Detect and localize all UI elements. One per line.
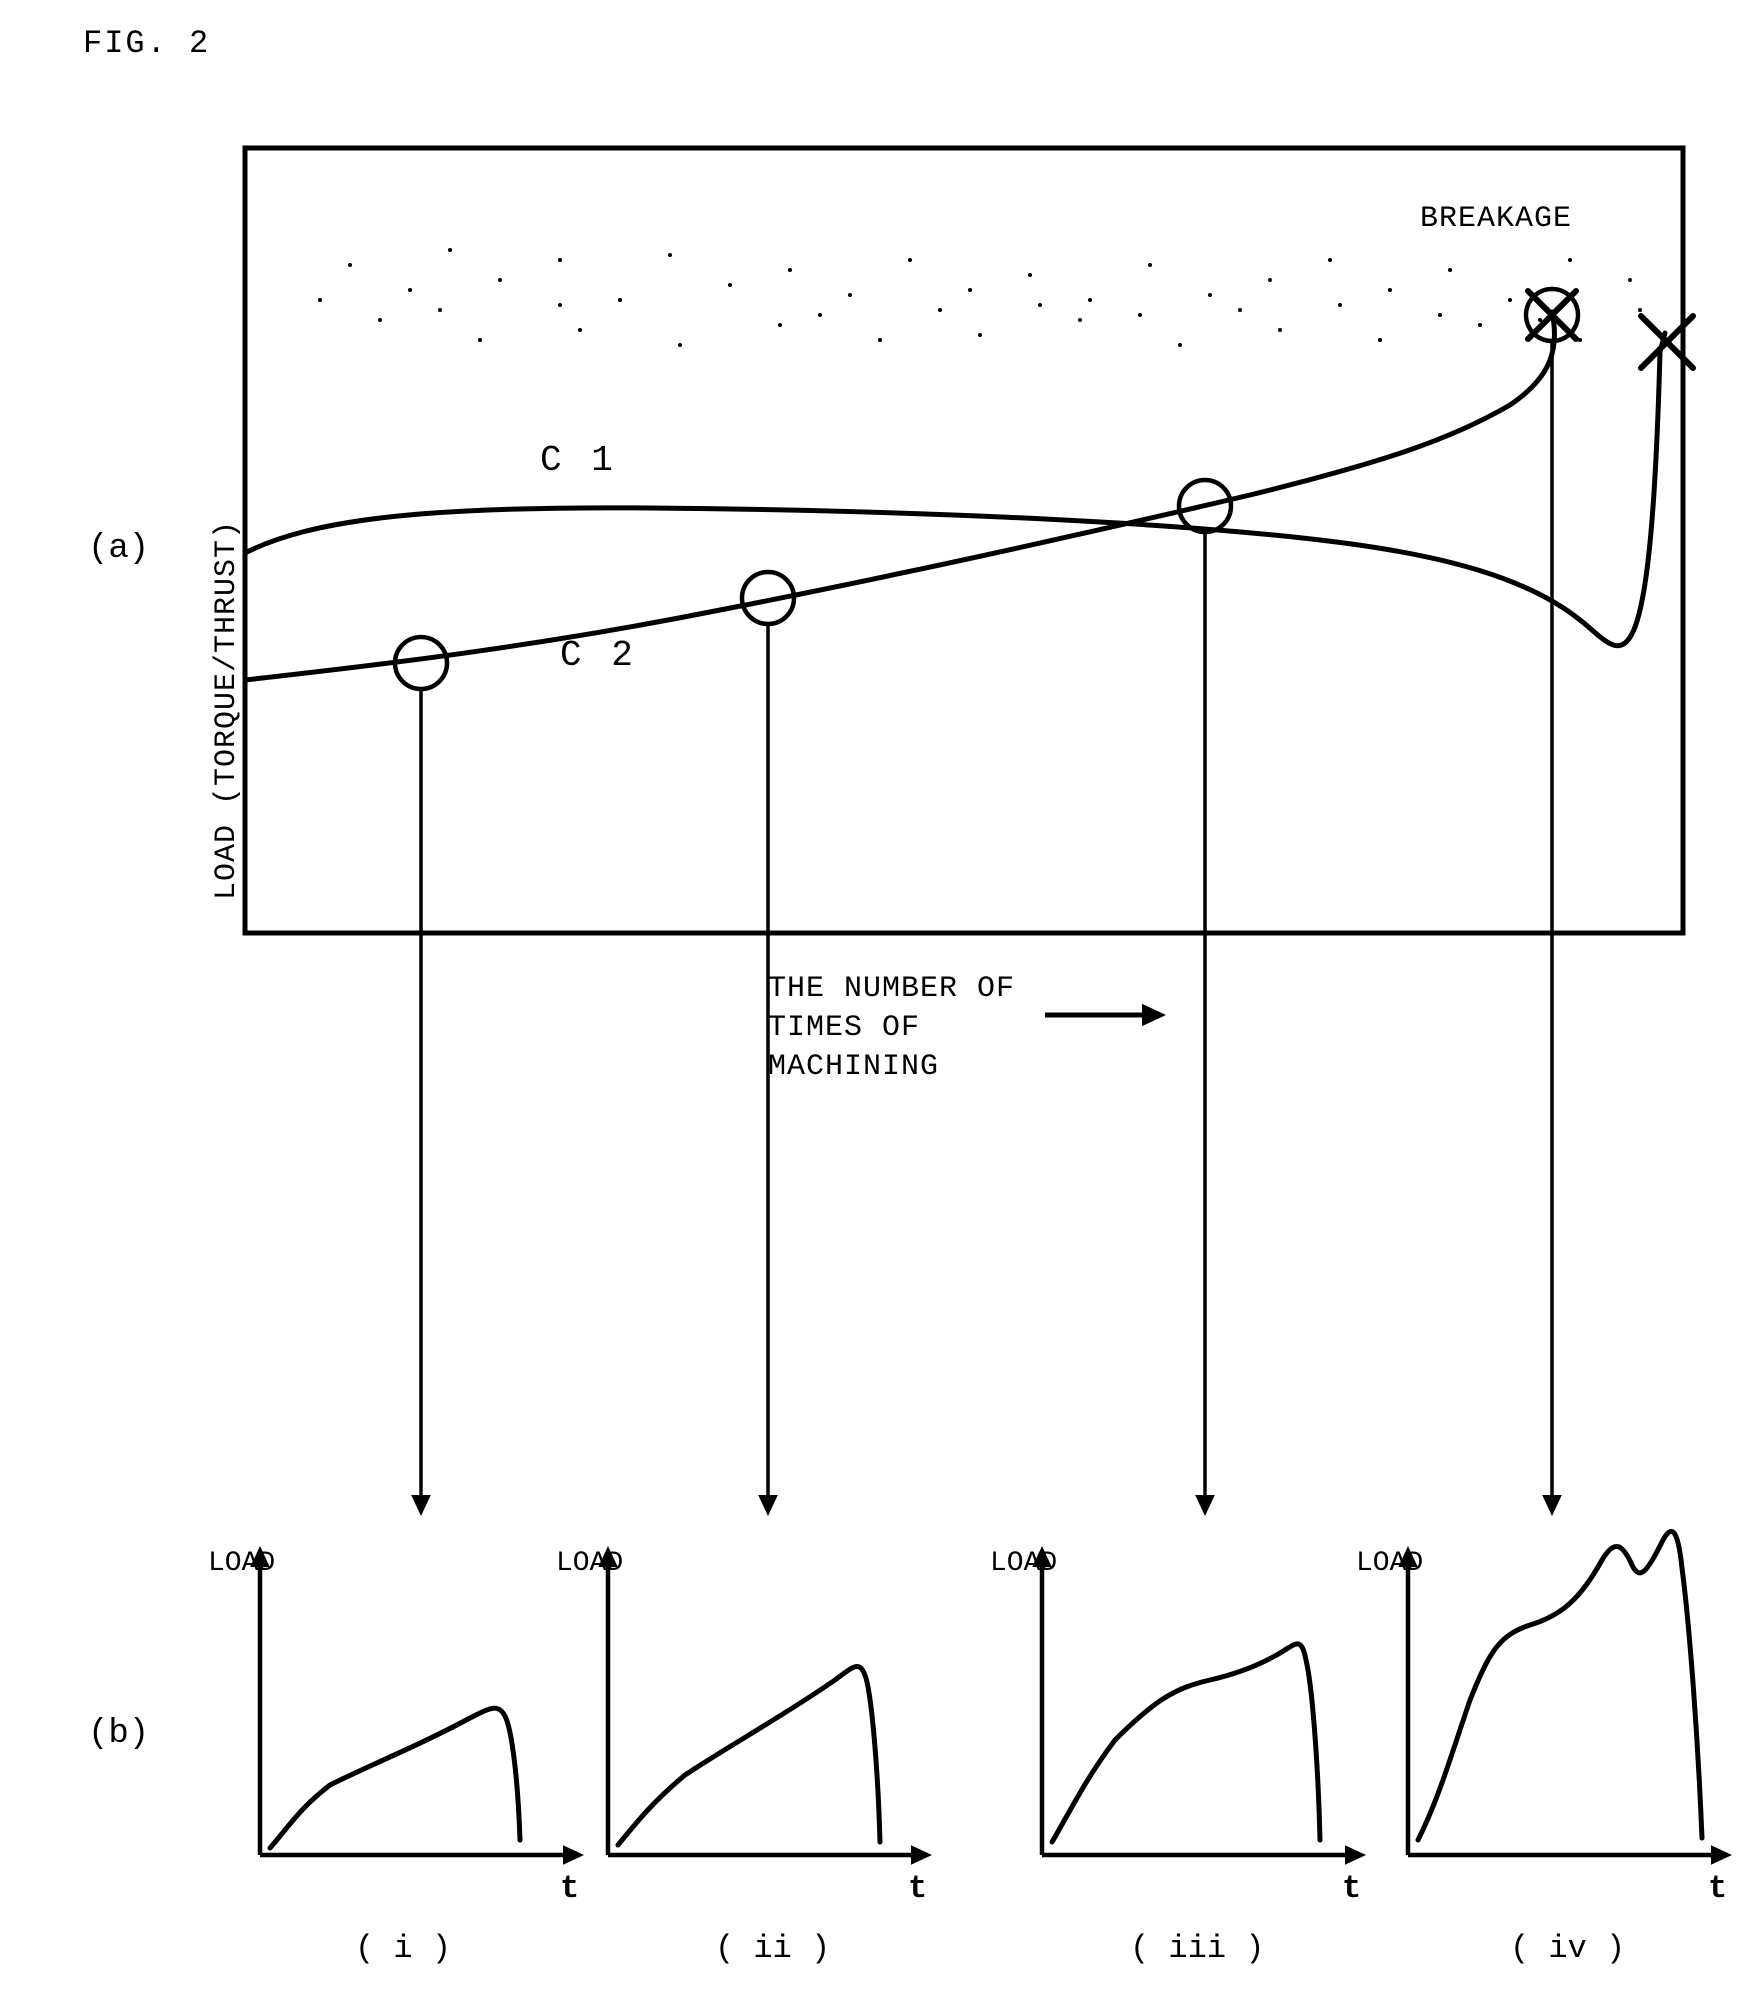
roman-numeral: ( iii ) xyxy=(1130,1930,1264,1967)
curve-c2-label: C 2 xyxy=(560,635,637,676)
small-x-label: t xyxy=(1342,1870,1361,1907)
roman-numeral: ( ii ) xyxy=(715,1930,830,1967)
small-x-label: t xyxy=(560,1870,579,1907)
small-y-label: LOAD xyxy=(556,1548,623,1579)
panel-a-label: (a) xyxy=(88,530,149,568)
small-y-label: LOAD xyxy=(990,1548,1057,1579)
figure-label: FIG. 2 xyxy=(83,25,210,62)
x-axis-line2: TIMES OF xyxy=(768,1009,1015,1048)
x-axis-a-label: THE NUMBER OF TIMES OF MACHINING xyxy=(768,970,1015,1087)
small-x-label: t xyxy=(1708,1870,1727,1907)
small-y-label: LOAD xyxy=(208,1548,275,1579)
small-x-label: t xyxy=(908,1870,927,1907)
small-y-label: LOAD xyxy=(1356,1548,1423,1579)
curve-c1-label: C 1 xyxy=(540,440,617,481)
figure-container: FIG. 2 (a) (b) LOAD (TORQUE/THRUST) C 1 … xyxy=(0,0,1754,1998)
x-axis-line3: MACHINING xyxy=(768,1048,1015,1087)
x-axis-line1: THE NUMBER OF xyxy=(768,970,1015,1009)
panel-b-label: (b) xyxy=(88,1715,149,1753)
y-axis-a-label: LOAD (TORQUE/THRUST) xyxy=(210,520,244,900)
roman-numeral: ( i ) xyxy=(355,1930,451,1967)
breakage-label: BREAKAGE xyxy=(1420,202,1572,236)
roman-numeral: ( iv ) xyxy=(1510,1930,1625,1967)
